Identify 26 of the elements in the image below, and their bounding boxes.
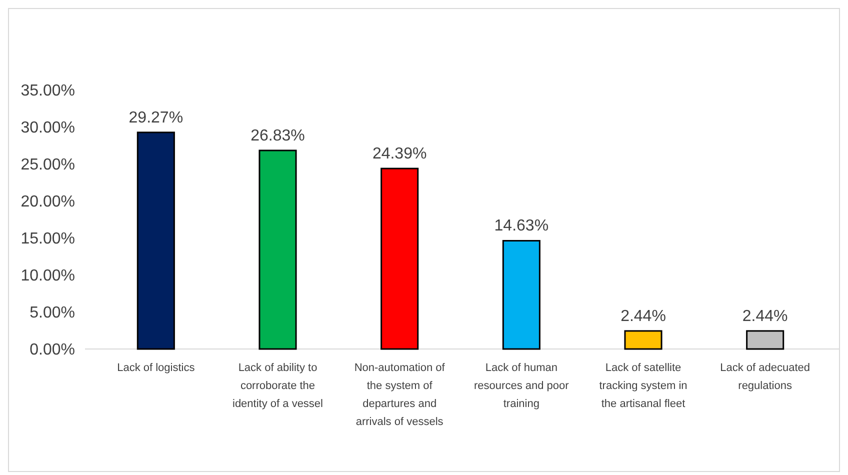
y-tick-label: 0.00% xyxy=(30,342,75,359)
y-tick-label: 5.00% xyxy=(30,304,75,322)
bar xyxy=(502,240,540,350)
x-tick-label: Lack of satellite tracking system in the artisanal fleet xyxy=(599,362,688,410)
data-label: 2.44% xyxy=(620,308,666,325)
data-label: 2.44% xyxy=(742,308,788,325)
bar xyxy=(746,330,784,350)
y-tick-label: 15.00% xyxy=(20,230,75,248)
x-tick-label: Lack of ability to corroborate the identity of a vessel xyxy=(232,362,323,410)
y-tick-label: 35.00% xyxy=(20,82,75,100)
y-tick-label: 10.00% xyxy=(20,268,75,285)
data-label: 24.39% xyxy=(372,146,427,163)
y-tick-label: 25.00% xyxy=(20,156,75,174)
bar xyxy=(136,132,175,350)
bar xyxy=(624,330,662,350)
y-tick-label: 20.00% xyxy=(20,194,75,211)
bar xyxy=(258,150,297,350)
y-tick-label: 30.00% xyxy=(20,120,75,137)
x-tick-label: Non-automation of the system of departures and arrivals of vessels xyxy=(354,362,446,428)
bar xyxy=(380,168,419,350)
x-tick-label: Lack of human resources and poor training xyxy=(474,362,570,410)
data-label: 14.63% xyxy=(494,218,549,235)
data-label: 29.27% xyxy=(128,109,184,126)
x-tick-label: Lack of adecuated regulations xyxy=(720,362,810,392)
data-label: 26.83% xyxy=(250,127,305,144)
x-tick-label: Lack of logistics xyxy=(117,362,196,374)
